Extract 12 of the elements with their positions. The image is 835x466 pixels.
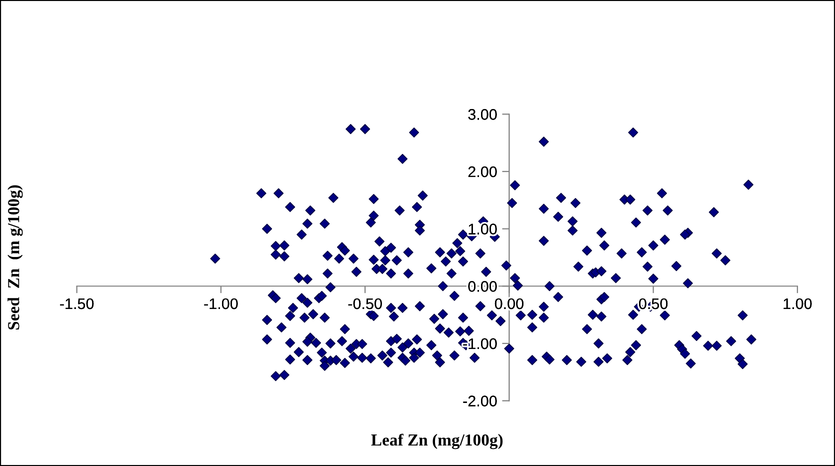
x-tick-label: 0.00 — [494, 298, 524, 310]
y-tick-label: 0.00 — [468, 280, 497, 292]
y-tick-label: -2.00 — [463, 396, 497, 406]
y-axis-title: Seed Zn (m g/100g) — [8, 185, 23, 330]
y-tick-label: 2.00 — [468, 166, 497, 178]
x-tick-label: -0.50 — [348, 298, 382, 310]
y-tick-label: 3.00 — [468, 109, 497, 120]
x-tick-label: -1.50 — [60, 298, 94, 310]
y-tick-label: 1.00 — [468, 224, 497, 234]
x-tick-label: 1.00 — [784, 298, 812, 310]
x-tick-label: -1.00 — [204, 298, 238, 310]
x-axis-title: Leaf Zn (mg/100g) — [371, 434, 503, 450]
